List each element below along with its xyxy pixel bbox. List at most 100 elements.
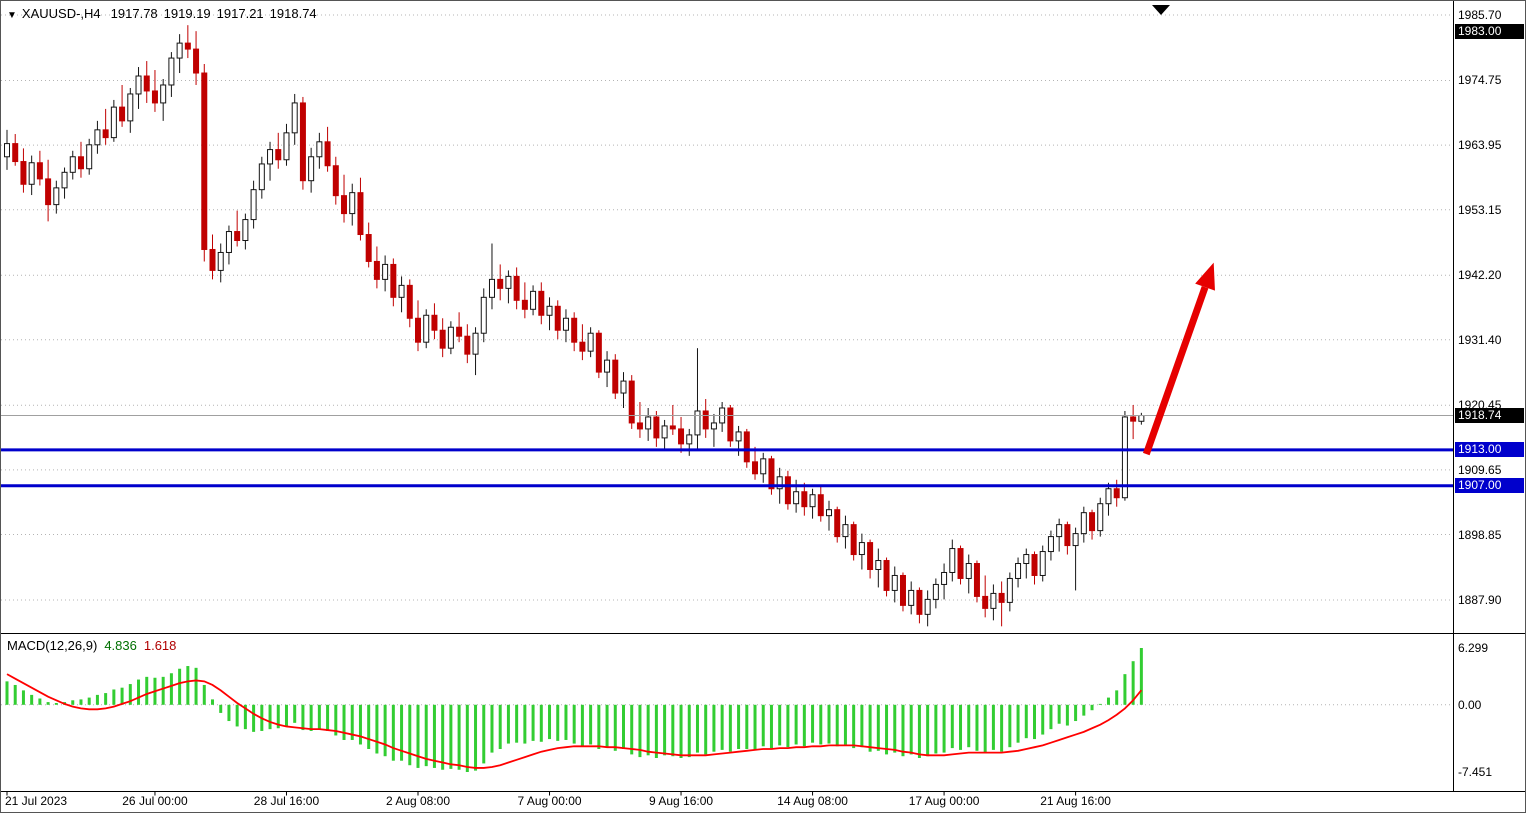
- trend-arrow[interactable]: [1142, 262, 1215, 456]
- bear-candle: [45, 178, 52, 206]
- bull-candle: [735, 431, 742, 442]
- grid-layer: [1, 14, 1453, 706]
- bull-candle: [1047, 536, 1054, 553]
- bear-candle: [406, 284, 413, 319]
- ohlc-open-value: 1917.78: [110, 6, 158, 21]
- bull-candle: [349, 192, 356, 215]
- bear-candle: [464, 335, 471, 355]
- price-axis-label: 1931.40: [1458, 332, 1502, 347]
- time-axis-label: 2 Aug 08:00: [385, 794, 451, 808]
- bull-candle: [965, 563, 972, 579]
- bull-candle: [1105, 488, 1112, 505]
- bull-candle: [604, 359, 611, 373]
- bull-candle: [694, 410, 701, 436]
- bull-candle: [1056, 524, 1063, 538]
- indicator-axis-label: -7.451: [1458, 765, 1493, 779]
- bull-candle: [176, 42, 183, 59]
- bear-candle: [817, 494, 824, 517]
- bull-candle: [505, 275, 512, 289]
- bear-candle: [36, 162, 43, 180]
- ohlc-close-value: 1918.74: [269, 6, 317, 21]
- indicator-axis-label: 0.00: [1458, 697, 1482, 712]
- bear-candle: [743, 431, 750, 463]
- bull-candle: [587, 332, 594, 352]
- bear-candle: [521, 299, 528, 310]
- price-badge: 1983.00: [1455, 23, 1524, 39]
- bull-candle: [217, 251, 224, 271]
- bear-candle: [77, 156, 84, 170]
- bull-candle: [308, 156, 315, 182]
- bear-candle: [636, 422, 643, 430]
- bear-candle: [497, 278, 504, 289]
- bull-candle: [826, 509, 832, 517]
- bear-candle: [102, 129, 109, 139]
- symbol-timeframe-label: XAUUSD-,H4: [21, 6, 101, 21]
- bear-candle: [727, 407, 734, 442]
- bull-candle: [1097, 503, 1104, 532]
- indicator-axis-label: 6.299: [1458, 641, 1489, 655]
- bull-candle: [225, 231, 232, 253]
- bull-candle: [1023, 554, 1030, 565]
- bull-candle: [53, 187, 60, 206]
- time-axis-label: 17 Aug 00:00: [908, 794, 980, 808]
- bull-candle: [168, 57, 175, 86]
- bear-candle: [595, 332, 602, 373]
- bull-candle: [858, 542, 865, 556]
- bear-candle: [1089, 512, 1096, 532]
- time-axis[interactable]: 21 Jul 2023 26 Jul 00:00 28 Jul 16:00 2 Aug…: [1, 793, 1525, 812]
- bull-candle: [760, 458, 767, 475]
- bull-candle: [661, 425, 668, 439]
- bear-candle: [119, 106, 126, 122]
- bear-candle: [1064, 524, 1071, 547]
- macd-main-value: 4.836: [104, 638, 137, 653]
- bear-candle: [867, 542, 874, 570]
- bear-candle: [275, 149, 282, 161]
- bull-candle: [242, 219, 249, 242]
- price-axis-label: 1963.95: [1458, 138, 1502, 153]
- bear-candle: [982, 595, 989, 609]
- time-axis-label: 21 Aug 16:00: [1040, 794, 1111, 808]
- macd-indicator-label: MACD(12,26,9) 4.836 1.618: [7, 638, 183, 653]
- bull-candle: [110, 106, 117, 139]
- bull-candle: [908, 589, 915, 606]
- bull-candle: [316, 141, 323, 158]
- bull-candle: [488, 278, 495, 298]
- bear-candle: [234, 231, 241, 242]
- bear-candle: [752, 461, 759, 475]
- price-axis-label: 1898.85: [1458, 527, 1502, 542]
- price-badge: 1918.74: [1455, 408, 1524, 424]
- bear-candle: [554, 305, 561, 331]
- bear-candle: [439, 329, 446, 349]
- bull-candle: [891, 574, 898, 591]
- bull-candle: [160, 84, 167, 104]
- chart-shift-marker-icon[interactable]: [1152, 5, 1170, 15]
- bull-candle: [480, 296, 487, 334]
- bear-candle: [834, 509, 841, 538]
- symbol-dropdown-icon[interactable]: ▼: [7, 10, 17, 21]
- bear-candle: [768, 458, 775, 490]
- bull-candle: [423, 314, 430, 343]
- macd-signal-value: 1.618: [143, 638, 177, 653]
- bull-candle: [472, 332, 479, 355]
- bear-candle: [324, 141, 331, 167]
- bull-candle: [842, 524, 849, 538]
- chart-header: ▼ XAUUSD-,H4 1917.78 1919.19 1917.21 1918.74: [7, 6, 323, 21]
- bull-candle: [61, 171, 68, 189]
- price-axis[interactable]: 1985.70 1974.75 1963.95 1953.15 1942.20 1931.…: [1455, 1, 1525, 791]
- bear-candle: [801, 491, 808, 508]
- bull-candle: [127, 93, 134, 122]
- bear-candle: [373, 260, 380, 280]
- time-axis-label: 28 Jul 16:00: [253, 794, 320, 808]
- bull-candle: [291, 102, 298, 134]
- bear-candle: [883, 560, 890, 591]
- bear-candle: [612, 359, 619, 394]
- price-axis-label: 1942.20: [1458, 268, 1502, 283]
- bull-candle: [932, 583, 939, 600]
- bull-candle: [924, 598, 931, 615]
- bull-candle: [1138, 415, 1145, 422]
- bear-candle: [850, 524, 857, 556]
- bull-candle: [283, 132, 290, 161]
- bull-candle: [1121, 416, 1128, 499]
- bull-candle: [530, 290, 537, 310]
